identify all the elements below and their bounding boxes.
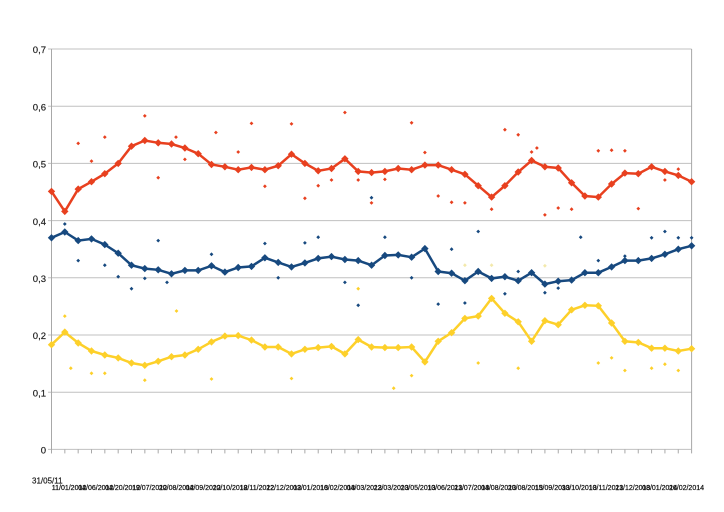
- svg-text:04/06/2012: 04/06/2012: [78, 485, 113, 492]
- svg-text:0,2: 0,2: [33, 331, 46, 342]
- svg-text:26/02/2014: 26/02/2014: [669, 485, 704, 492]
- svg-text:11/01/2012: 11/01/2012: [52, 485, 87, 492]
- svg-text:0,3: 0,3: [33, 274, 46, 285]
- svg-text:04/08/2013: 04/08/2013: [481, 485, 516, 492]
- svg-text:0,4: 0,4: [33, 217, 46, 228]
- svg-text:16/02/2013: 16/02/2013: [320, 485, 355, 492]
- svg-text:10/06/2013: 10/06/2013: [427, 485, 462, 492]
- svg-text:0,1: 0,1: [33, 388, 46, 399]
- svg-text:0,6: 0,6: [33, 102, 46, 113]
- svg-text:0,5: 0,5: [33, 160, 46, 171]
- svg-text:15/09/2013: 15/09/2013: [535, 485, 570, 492]
- svg-text:20/08/2012: 20/08/2012: [159, 485, 194, 492]
- svg-text:30/10/2013: 30/10/2013: [562, 485, 597, 492]
- svg-text:19/07/2012: 19/07/2012: [132, 485, 167, 492]
- svg-text:20/08/2013: 20/08/2013: [508, 485, 543, 492]
- svg-text:04/20/2012: 04/20/2012: [105, 485, 140, 492]
- svg-text:08/01/2014: 08/01/2014: [642, 485, 677, 492]
- svg-text:21/07/2013: 21/07/2013: [454, 485, 489, 492]
- svg-text:20/10/2012: 20/10/2012: [213, 485, 248, 492]
- svg-text:04/09/2012: 04/09/2012: [186, 485, 221, 492]
- svg-text:21/12/2013: 21/12/2013: [615, 485, 650, 492]
- svg-text:0,7: 0,7: [33, 45, 46, 56]
- svg-text:03/01/2013: 03/01/2013: [293, 485, 328, 492]
- svg-text:20/05/2013: 20/05/2013: [400, 485, 435, 492]
- svg-text:0: 0: [41, 446, 46, 457]
- svg-text:31/05/11: 31/05/11: [32, 477, 63, 486]
- svg-text:18/11/2012: 18/11/2012: [240, 485, 275, 492]
- svg-text:22/12/2012: 22/12/2012: [266, 485, 301, 492]
- svg-text:04/03/2013: 04/03/2013: [347, 485, 382, 492]
- svg-text:22/03/2013: 22/03/2013: [374, 485, 409, 492]
- svg-text:10/11/2013: 10/11/2013: [589, 485, 624, 492]
